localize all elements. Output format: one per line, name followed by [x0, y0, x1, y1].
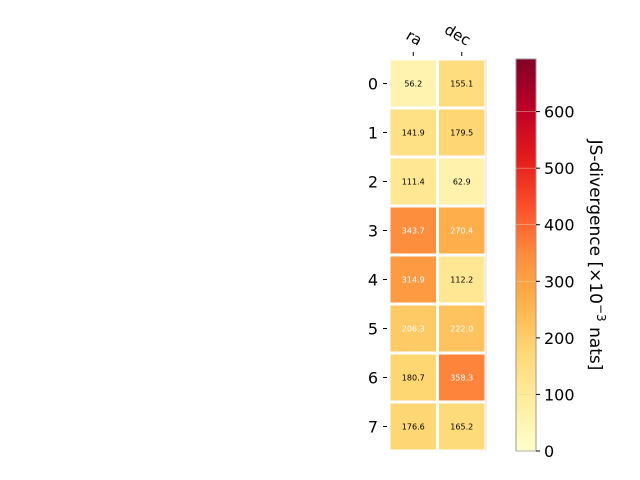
colorbar-tick-label: 600 [544, 103, 575, 122]
heatmap-cells: 56.2 155.1 141.9 179.5 111.4 62.9 343.7 270.4 31… [387, 57, 488, 453]
colorbar-tick-label: 200 [544, 329, 575, 348]
colorbar-tick-label: 300 [544, 272, 575, 291]
row-label-3: 3 [368, 222, 378, 241]
colorbar-gradient [516, 59, 536, 451]
colorbar-tick-label: 400 [544, 216, 575, 235]
colorbar-tick-label: 500 [544, 159, 575, 178]
colorbar-tick-label: 100 [544, 385, 575, 404]
row-label-7: 7 [368, 418, 378, 437]
cell-value-label: 343.7 [402, 227, 425, 236]
row-label-2: 2 [368, 173, 378, 192]
cell-value-label: 270.4 [450, 227, 473, 236]
colorbar: 0 100 200 300 400 500 600 JS-divergence [×10−3… [515, 58, 608, 461]
cell-value-label: 180.7 [402, 374, 425, 383]
cell-value-label: 112.2 [450, 276, 473, 285]
cell-value-label: 222.0 [450, 325, 473, 334]
heatmap-cell-7-dec [436, 400, 488, 453]
heatmap-cell-4-dec [436, 253, 488, 306]
colorbar-ticks: 0 100 200 300 400 500 600 [516, 103, 575, 461]
cell-value-label: 141.9 [402, 129, 425, 138]
row-label-6: 6 [368, 369, 378, 388]
row-label-1: 1 [368, 124, 378, 143]
cell-value-label: 179.5 [450, 129, 473, 138]
column-label-ra: ra [403, 26, 425, 49]
cell-value-label: 62.9 [453, 178, 471, 187]
cell-value-label: 111.4 [402, 178, 425, 187]
column-label-dec: dec [441, 20, 473, 49]
column-labels: ra dec [403, 20, 474, 56]
cell-value-label: 176.6 [402, 423, 425, 432]
colorbar-label: JS-divergence [×10−3 nats] [585, 139, 608, 371]
row-label-4: 4 [368, 271, 378, 290]
row-label-0: 0 [368, 75, 378, 94]
heatmap-cell-3-dec [436, 204, 488, 257]
colorbar-tick-label: 0 [544, 442, 554, 461]
cell-value-label: 314.9 [402, 276, 425, 285]
cell-value-label: 358.3 [450, 374, 473, 383]
row-labels: 0 1 2 3 4 5 6 7 [368, 75, 387, 437]
cell-value-label: 56.2 [404, 80, 422, 89]
cell-value-label: 155.1 [450, 80, 473, 89]
row-label-5: 5 [368, 320, 378, 339]
cell-value-label: 206.3 [402, 325, 425, 334]
cell-value-label: 165.2 [450, 423, 473, 432]
